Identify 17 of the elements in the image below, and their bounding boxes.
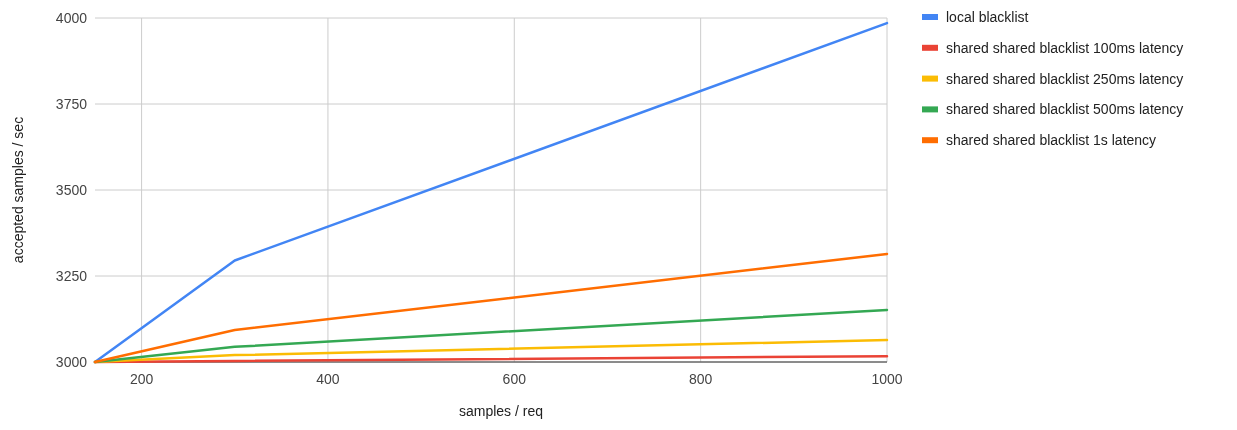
legend-label: local blacklist [946,9,1029,25]
y-tick-label: 3250 [55,268,88,284]
y-tick-label: 3500 [55,182,88,198]
x-tick-label: 200 [129,371,154,387]
x-axis-title: samples / req [458,403,544,419]
y-tick-label: 3750 [55,96,88,112]
legend-label: shared shared blacklist 250ms latency [946,70,1184,87]
y-tick-label: 3000 [55,354,88,370]
y-tick-label: 4000 [55,10,88,26]
legend-label: shared shared blacklist 500ms latency [946,101,1184,118]
x-tick-label: 400 [316,371,340,387]
x-tick-label: 1000 [871,371,903,387]
x-tick-label: 800 [688,371,713,387]
x-tick-label: 600 [502,371,527,387]
y-axis-title: accepted samples / sec [10,116,26,264]
legend-label: shared shared blacklist 100ms latency [946,39,1184,56]
legend-label: shared shared blacklist 1s latency [946,132,1157,149]
